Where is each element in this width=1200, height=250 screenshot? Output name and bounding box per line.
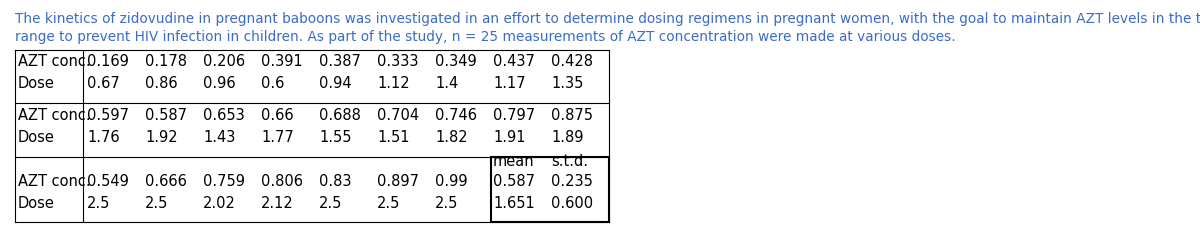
- Text: 2.02: 2.02: [203, 196, 236, 211]
- Text: 2.5: 2.5: [319, 196, 342, 211]
- Text: 0.83: 0.83: [319, 174, 352, 189]
- Text: 2.5: 2.5: [377, 196, 401, 211]
- Text: 0.66: 0.66: [262, 108, 294, 123]
- Text: 0.746: 0.746: [436, 108, 478, 123]
- Text: 0.600: 0.600: [551, 196, 593, 211]
- Text: 1.89: 1.89: [551, 130, 583, 145]
- Text: 0.178: 0.178: [145, 54, 187, 69]
- Text: 0.549: 0.549: [88, 174, 128, 189]
- Text: Dose: Dose: [18, 76, 55, 91]
- Text: 1.4: 1.4: [436, 76, 458, 91]
- Text: 0.94: 0.94: [319, 76, 352, 91]
- Text: 0.653: 0.653: [203, 108, 245, 123]
- Text: 0.333: 0.333: [377, 54, 419, 69]
- Text: 1.35: 1.35: [551, 76, 583, 91]
- Text: mean: mean: [493, 154, 535, 169]
- Text: 1.51: 1.51: [377, 130, 409, 145]
- Text: 1.12: 1.12: [377, 76, 409, 91]
- Text: 0.67: 0.67: [88, 76, 120, 91]
- Text: The kinetics of zidovudine in pregnant baboons was investigated in an effort to : The kinetics of zidovudine in pregnant b…: [14, 12, 1200, 26]
- Text: 0.797: 0.797: [493, 108, 535, 123]
- Text: 0.437: 0.437: [493, 54, 535, 69]
- Bar: [491, 157, 610, 222]
- Text: 0.6: 0.6: [262, 76, 284, 91]
- Text: 0.688: 0.688: [319, 108, 361, 123]
- Text: 2.5: 2.5: [436, 196, 458, 211]
- Text: 0.391: 0.391: [262, 54, 302, 69]
- Text: s.t.d.: s.t.d.: [551, 154, 588, 169]
- Text: 2.12: 2.12: [262, 196, 294, 211]
- Text: 0.99: 0.99: [436, 174, 468, 189]
- Text: 1.77: 1.77: [262, 130, 294, 145]
- Text: 0.587: 0.587: [145, 108, 187, 123]
- Text: Dose: Dose: [18, 130, 55, 145]
- Text: 2.5: 2.5: [88, 196, 110, 211]
- Text: 0.86: 0.86: [145, 76, 178, 91]
- Text: 0.169: 0.169: [88, 54, 128, 69]
- Text: 2.5: 2.5: [145, 196, 168, 211]
- Text: 1.76: 1.76: [88, 130, 120, 145]
- Text: AZT conc.: AZT conc.: [18, 54, 91, 69]
- Text: 0.806: 0.806: [262, 174, 302, 189]
- Text: 1.43: 1.43: [203, 130, 235, 145]
- Text: AZT conc.: AZT conc.: [18, 174, 91, 189]
- Text: 0.597: 0.597: [88, 108, 130, 123]
- Text: 0.206: 0.206: [203, 54, 245, 69]
- Text: 0.759: 0.759: [203, 174, 245, 189]
- Text: 0.666: 0.666: [145, 174, 187, 189]
- Text: 1.92: 1.92: [145, 130, 178, 145]
- Text: 0.96: 0.96: [203, 76, 235, 91]
- Text: 1.651: 1.651: [493, 196, 535, 211]
- Text: 0.704: 0.704: [377, 108, 419, 123]
- Text: 0.875: 0.875: [551, 108, 593, 123]
- Text: range to prevent HIV infection in children. As part of the study, n = 25 measure: range to prevent HIV infection in childr…: [14, 30, 955, 44]
- Text: 0.897: 0.897: [377, 174, 419, 189]
- Text: 0.428: 0.428: [551, 54, 593, 69]
- Text: 1.55: 1.55: [319, 130, 352, 145]
- Text: 1.82: 1.82: [436, 130, 468, 145]
- Text: AZT conc.: AZT conc.: [18, 108, 91, 123]
- Text: Dose: Dose: [18, 196, 55, 211]
- Text: 1.91: 1.91: [493, 130, 526, 145]
- Text: 0.349: 0.349: [436, 54, 476, 69]
- Text: 0.387: 0.387: [319, 54, 361, 69]
- Text: 0.235: 0.235: [551, 174, 593, 189]
- Text: 0.587: 0.587: [493, 174, 535, 189]
- Text: 1.17: 1.17: [493, 76, 526, 91]
